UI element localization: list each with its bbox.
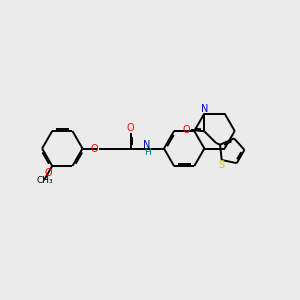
Text: H: H (144, 148, 151, 157)
Text: CH₃: CH₃ (36, 176, 53, 185)
Text: O: O (182, 125, 190, 135)
Text: O: O (90, 143, 98, 154)
Text: N: N (201, 104, 208, 114)
Text: S: S (219, 160, 225, 170)
Text: N: N (143, 140, 151, 150)
Text: O: O (44, 168, 52, 178)
Text: O: O (127, 123, 134, 133)
